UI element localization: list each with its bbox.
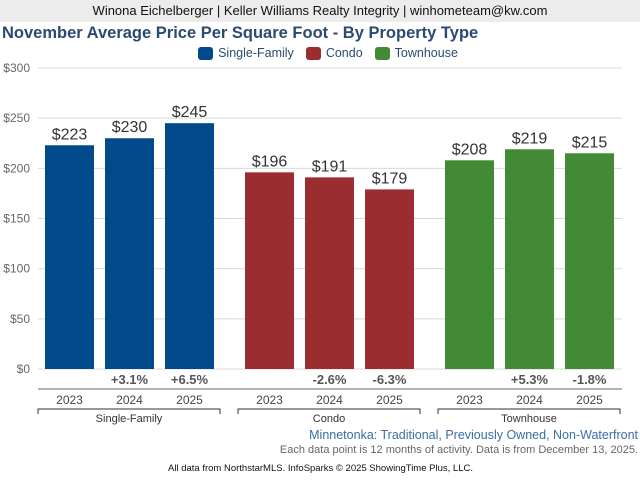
group-bracket	[437, 408, 621, 414]
agent-banner: Winona Eichelberger | Keller Williams Re…	[0, 0, 640, 22]
chart-legend: Single-Family Condo Townhouse	[0, 45, 640, 61]
group-label: Single-Family	[96, 413, 163, 425]
x-tick-label: 2023	[56, 393, 83, 407]
data-label: $245	[172, 104, 208, 121]
bar-townhouse-2023	[445, 160, 494, 369]
change-label: +5.3%	[511, 372, 549, 387]
chart-subtitle: Minnetonka: Traditional, Previously Owne…	[309, 428, 638, 442]
change-label: +6.5%	[171, 372, 209, 387]
group-bracket	[37, 408, 221, 414]
y-tick-label: $200	[3, 161, 30, 175]
group-label: Condo	[313, 413, 345, 425]
x-tick-label: 2025	[376, 393, 403, 407]
group-label: Townhouse	[501, 413, 557, 425]
y-tick-label: $150	[3, 212, 30, 226]
legend-swatch-condo	[305, 46, 321, 60]
x-tick-label: 2024	[116, 393, 143, 407]
bar-condo-2025	[365, 189, 414, 369]
bar-chart: $0 $50 $100 $150 $200 $250 $300 $223 2023 $230 +3.…	[3, 61, 622, 425]
change-label: -2.6%	[313, 372, 347, 387]
data-label: $215	[572, 134, 608, 151]
y-tick-label: $250	[3, 111, 30, 125]
x-tick-label: 2025	[176, 393, 203, 407]
y-tick-label: $50	[10, 312, 30, 326]
bar-townhouse-2025	[565, 153, 614, 369]
y-tick-label: $300	[3, 61, 30, 75]
legend-label-single-family: Single-Family	[218, 46, 294, 60]
x-tick-label: 2024	[316, 393, 343, 407]
chart-title: November Average Price Per Square Foot -…	[2, 24, 479, 42]
bar-condo-2023	[245, 172, 294, 369]
legend-label-condo: Condo	[325, 46, 363, 60]
bar-single-family-2025	[165, 123, 214, 369]
change-label: +3.1%	[111, 372, 149, 387]
legend-swatch-single-family	[198, 46, 214, 60]
x-tick-label: 2023	[456, 393, 483, 407]
legend-item-condo[interactable]: Condo	[305, 45, 363, 61]
data-label: $230	[112, 119, 148, 136]
data-label: $208	[452, 141, 488, 158]
data-label: $219	[512, 130, 548, 147]
bar-townhouse-2024	[505, 149, 554, 369]
data-label: $179	[372, 170, 408, 187]
data-label: $223	[52, 126, 88, 143]
data-label: $196	[252, 153, 288, 170]
legend-item-single-family[interactable]: Single-Family	[198, 45, 294, 61]
legend-swatch-townhouse	[374, 46, 390, 60]
x-tick-label: 2025	[576, 393, 603, 407]
x-tick-label: 2024	[516, 393, 543, 407]
bar-condo-2024	[305, 177, 354, 369]
change-label: -6.3%	[373, 372, 407, 387]
y-tick-label: $0	[17, 362, 31, 376]
x-tick-label: 2023	[256, 393, 283, 407]
legend-label-townhouse: Townhouse	[394, 46, 458, 60]
bar-single-family-2024	[105, 138, 154, 369]
data-label: $191	[312, 158, 348, 175]
bar-single-family-2023	[45, 145, 94, 369]
group-bracket	[237, 408, 421, 414]
footer-credit: All data from NorthstarMLS. InfoSparks ©…	[168, 463, 473, 474]
change-label: -1.8%	[573, 372, 607, 387]
chart-note: Each data point is 12 months of activity…	[279, 444, 638, 456]
y-tick-label: $100	[3, 262, 30, 276]
legend-item-townhouse[interactable]: Townhouse	[374, 45, 458, 61]
